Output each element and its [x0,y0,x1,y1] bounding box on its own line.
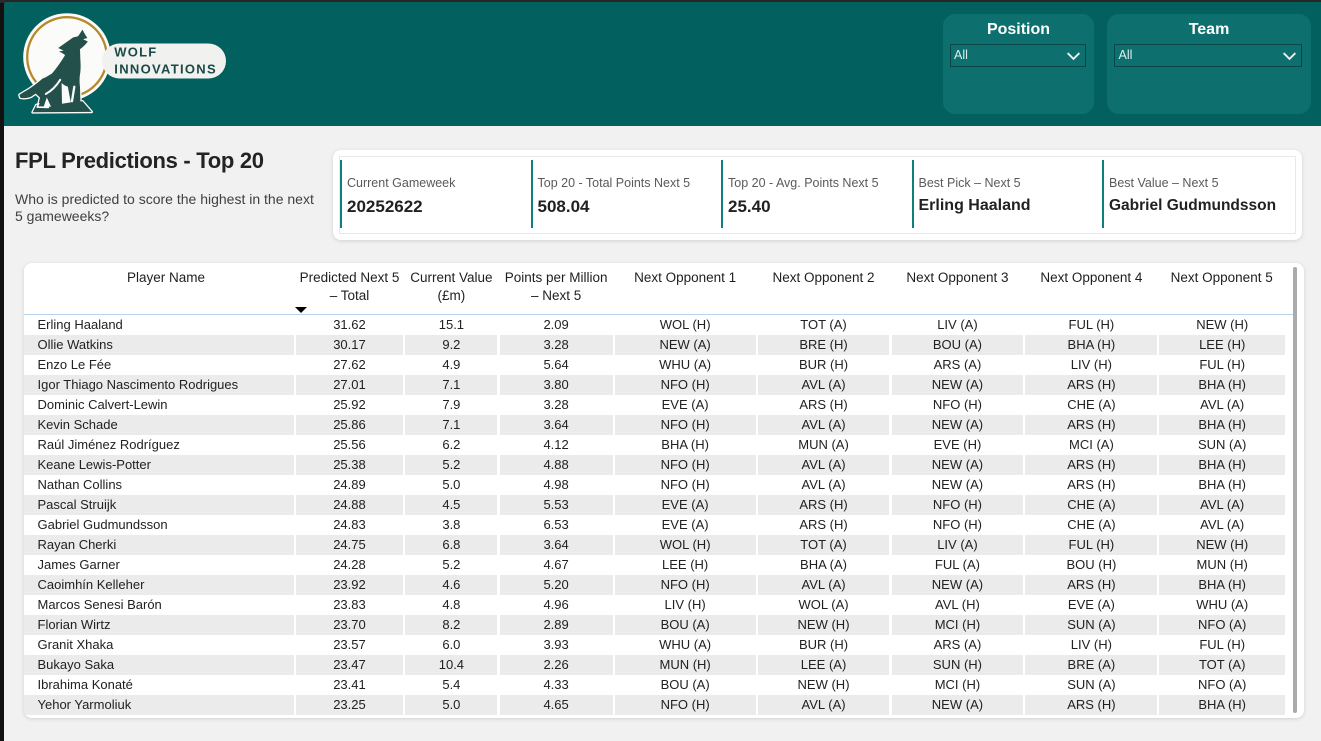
svg-text:WOLF: WOLF [114,45,157,60]
svg-text:INNOVATIONS: INNOVATIONS [114,62,217,77]
